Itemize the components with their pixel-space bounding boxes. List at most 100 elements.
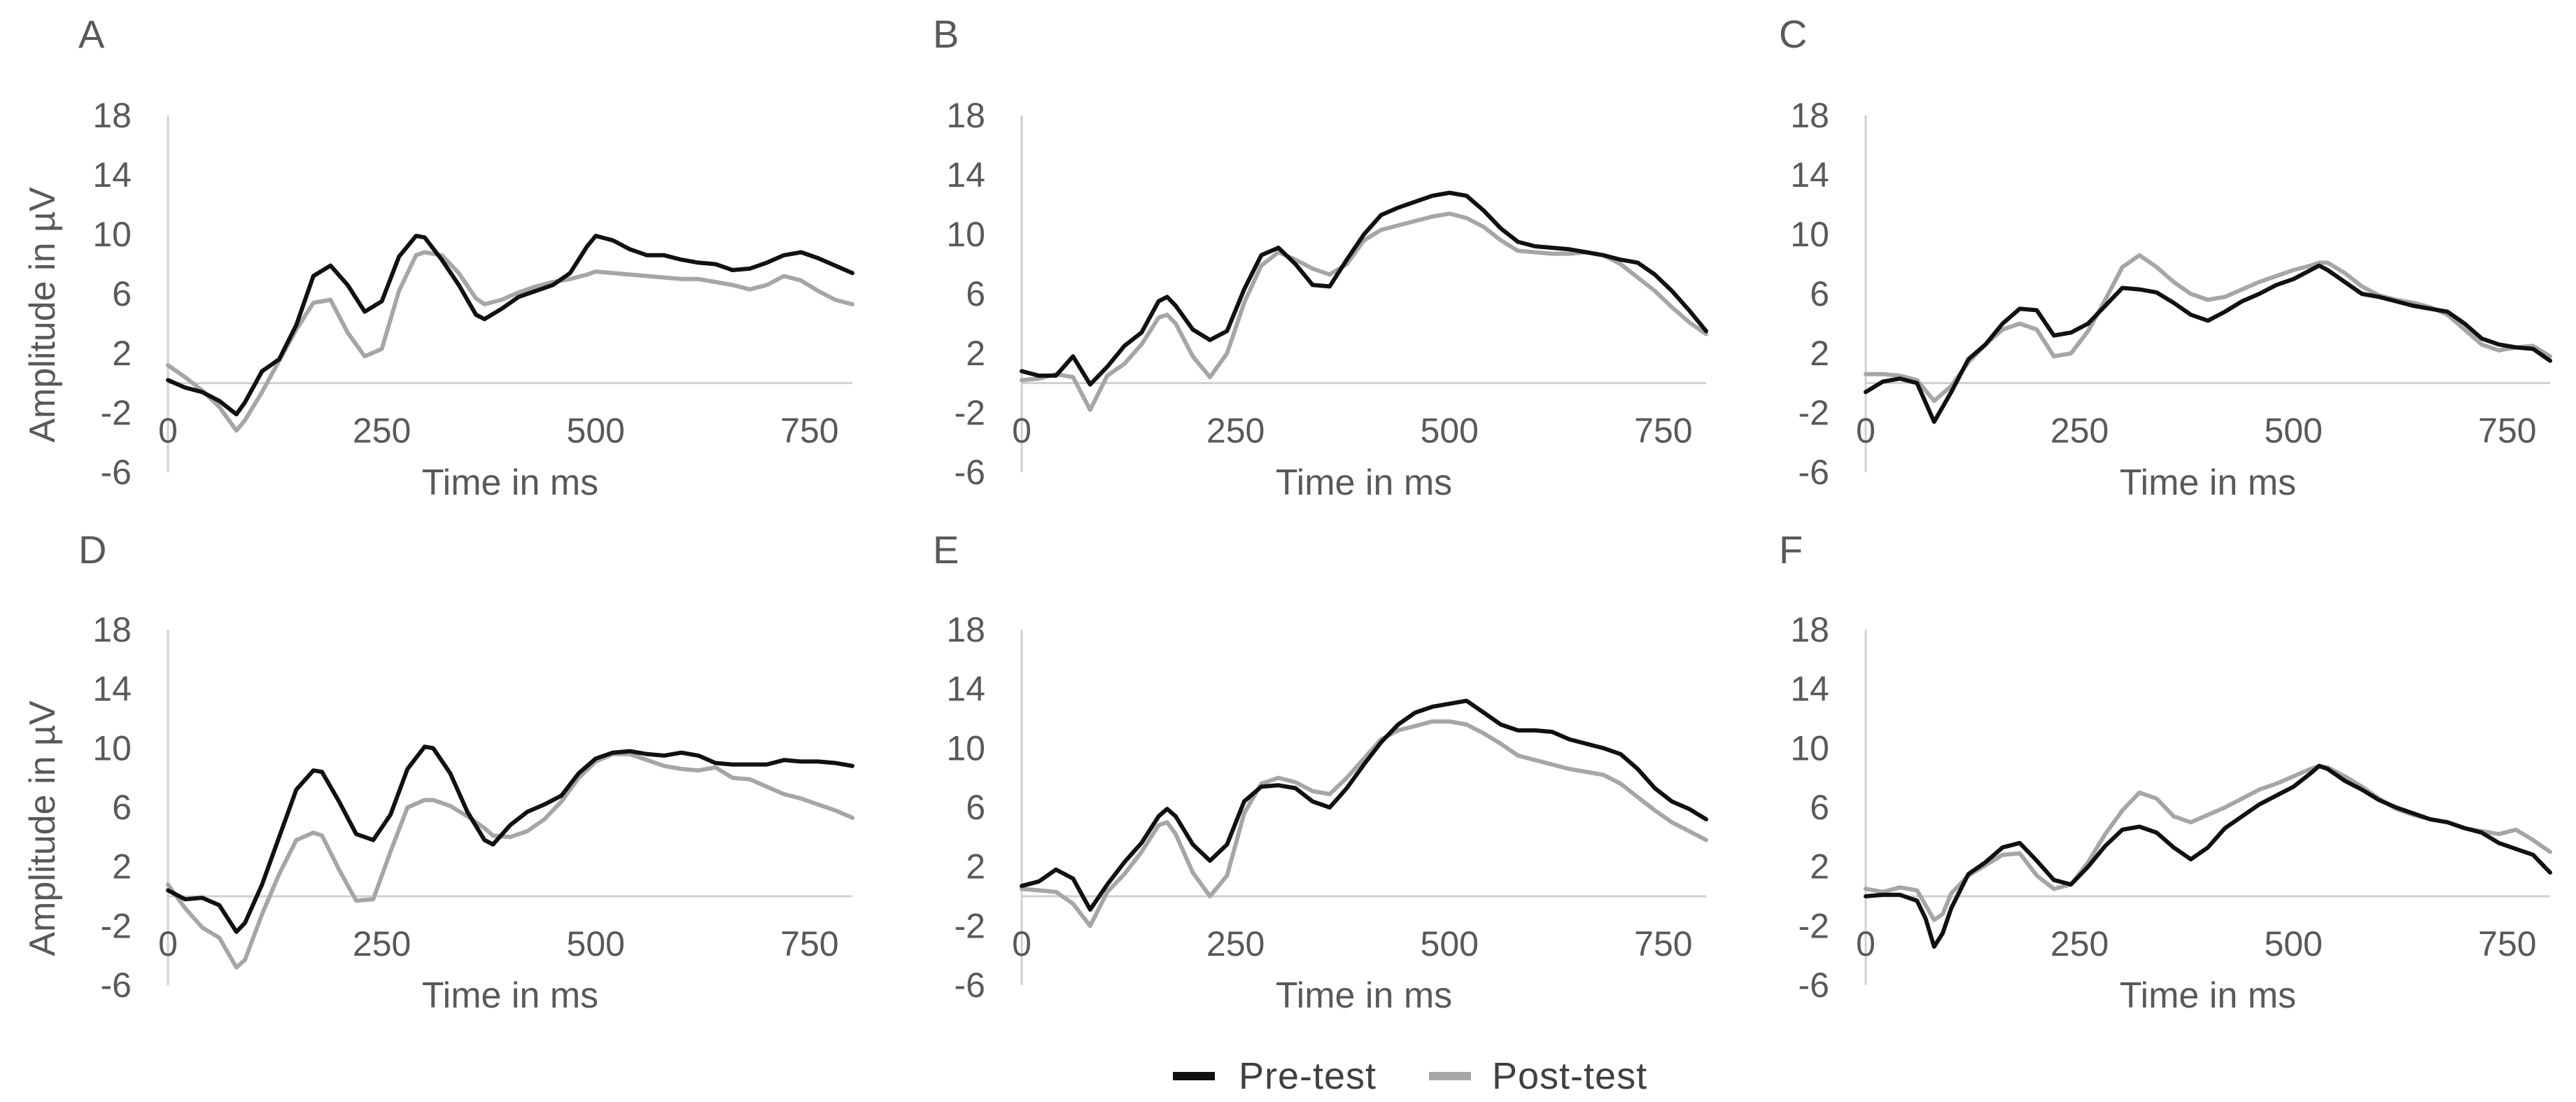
y-tick-label: 18 [92, 610, 132, 649]
series-line-pre-test [1864, 763, 2552, 949]
y-tick-label: 18 [1790, 96, 1829, 135]
y-tick-label: 2 [112, 334, 132, 373]
x-tick-label: 0 [1856, 924, 1875, 963]
y-axis-title: Amplitude in µV [22, 187, 63, 443]
y-tick-label: 14 [92, 155, 132, 195]
y-tick-label: 14 [946, 155, 985, 195]
y-tick-label: -2 [1799, 393, 1829, 432]
x-tick-label: 250 [1206, 924, 1265, 963]
x-tick-label: 0 [158, 924, 178, 963]
y-tick-label: 6 [112, 274, 132, 313]
series-line-pre-test [166, 234, 854, 417]
y-tick-label: -2 [101, 393, 132, 432]
y-tick-label: 6 [966, 788, 985, 827]
x-tick-label: 500 [567, 924, 625, 963]
panel-letter: A [78, 12, 105, 56]
y-tick-label: -6 [955, 453, 985, 492]
series-line-pre-test [1864, 263, 2552, 424]
y-tick-label: 14 [92, 670, 132, 709]
panel-f: F 18 14 10 6 2 -2 -6 0 250 500 750 Time in ms [1779, 528, 2552, 1016]
y-tick-label: -2 [955, 393, 985, 432]
panel-a: A 18 14 10 6 2 -2 -6 0 250 500 750 Time in ms Amplitu… [22, 12, 854, 503]
x-tick-label: 250 [1206, 411, 1265, 451]
y-tick-label: 10 [92, 215, 132, 254]
x-tick-label: 750 [780, 924, 838, 963]
legend-label-post-test: Post-test [1492, 1055, 1647, 1097]
legend: Pre-test Post-test [1173, 1055, 1647, 1097]
y-tick-label: 2 [1810, 847, 1829, 886]
y-tick-label: -6 [101, 966, 132, 1005]
x-tick-label: 500 [1421, 924, 1479, 963]
x-axis-title: Time in ms [1276, 975, 1452, 1016]
y-tick-label: 6 [1810, 788, 1829, 827]
series-line-post-test [166, 751, 854, 970]
panel-letter: C [1779, 12, 1807, 56]
y-tick-label: 2 [112, 847, 132, 886]
y-tick-label: -2 [101, 906, 132, 945]
y-tick-label: 10 [92, 728, 132, 768]
x-axis-title: Time in ms [422, 462, 598, 503]
y-tick-label: 18 [946, 610, 985, 649]
series-line-post-test [1864, 253, 2552, 403]
panel-letter: F [1779, 528, 1803, 572]
x-tick-label: 0 [158, 411, 178, 451]
x-axis-title: Time in ms [1276, 462, 1452, 503]
y-tick-label: 18 [1790, 610, 1829, 649]
x-tick-label: 250 [353, 924, 411, 963]
x-tick-label: 750 [2478, 411, 2536, 451]
series-line-post-test [166, 250, 854, 433]
panel-letter: D [78, 528, 106, 572]
y-tick-label: 6 [112, 788, 132, 827]
y-tick-label: 18 [946, 96, 985, 135]
x-tick-label: 500 [2265, 411, 2323, 451]
x-tick-label: 750 [1634, 411, 1692, 451]
x-tick-label: 750 [1634, 924, 1692, 963]
y-tick-label: -6 [1799, 966, 1829, 1005]
x-tick-label: 750 [780, 411, 838, 451]
y-tick-label: 2 [1810, 334, 1829, 373]
series-line-pre-test [1020, 698, 1708, 912]
y-tick-label: 14 [946, 670, 985, 709]
y-tick-label: -6 [101, 453, 132, 492]
y-tick-label: 10 [1790, 728, 1829, 768]
y-tick-label: -2 [1799, 906, 1829, 945]
y-tick-label: 10 [946, 215, 985, 254]
y-tick-label: -6 [1799, 453, 1829, 492]
series-line-pre-test [1020, 190, 1708, 387]
panel-d: D 18 14 10 6 2 -2 -6 0 250 500 750 Time in ms Amplitu… [22, 528, 854, 1016]
legend-label-pre-test: Pre-test [1239, 1055, 1377, 1097]
x-tick-label: 250 [2050, 411, 2109, 451]
x-tick-label: 500 [2265, 924, 2323, 963]
x-tick-label: 500 [567, 411, 625, 451]
y-tick-label: -6 [955, 966, 985, 1005]
series-line-pre-test [166, 744, 854, 934]
x-axis-title: Time in ms [2120, 462, 2296, 503]
panel-c: C 18 14 10 6 2 -2 -6 0 250 500 750 Time in ms [1779, 12, 2552, 503]
y-tick-label: 2 [966, 847, 985, 886]
panel-letter: B [933, 12, 959, 56]
x-tick-label: 0 [1012, 924, 1032, 963]
x-axis-title: Time in ms [422, 975, 598, 1016]
x-tick-label: 750 [2478, 924, 2536, 963]
x-axis-title: Time in ms [2120, 975, 2296, 1016]
y-tick-label: 10 [1790, 215, 1829, 254]
x-tick-label: 250 [353, 411, 411, 451]
y-tick-label: 6 [966, 274, 985, 313]
y-tick-label: -2 [955, 906, 985, 945]
x-tick-label: 0 [1012, 411, 1032, 451]
panel-e: E 18 14 10 6 2 -2 -6 0 250 500 750 Time in ms [933, 528, 1708, 1016]
y-tick-label: 10 [946, 728, 985, 768]
x-tick-label: 250 [2050, 924, 2109, 963]
y-tick-label: 14 [1790, 670, 1829, 709]
y-tick-label: 14 [1790, 155, 1829, 195]
series-line-post-test [1020, 211, 1708, 412]
series-line-post-test [1020, 719, 1708, 928]
y-tick-label: 6 [1810, 274, 1829, 313]
y-tick-label: 18 [92, 96, 132, 135]
x-tick-label: 0 [1856, 411, 1875, 451]
y-axis-title: Amplitude in µV [22, 700, 63, 956]
y-tick-label: 2 [966, 334, 985, 373]
panel-b: B 18 14 10 6 2 -2 -6 0 250 500 750 Time in ms [933, 12, 1708, 503]
panel-letter: E [933, 528, 959, 572]
